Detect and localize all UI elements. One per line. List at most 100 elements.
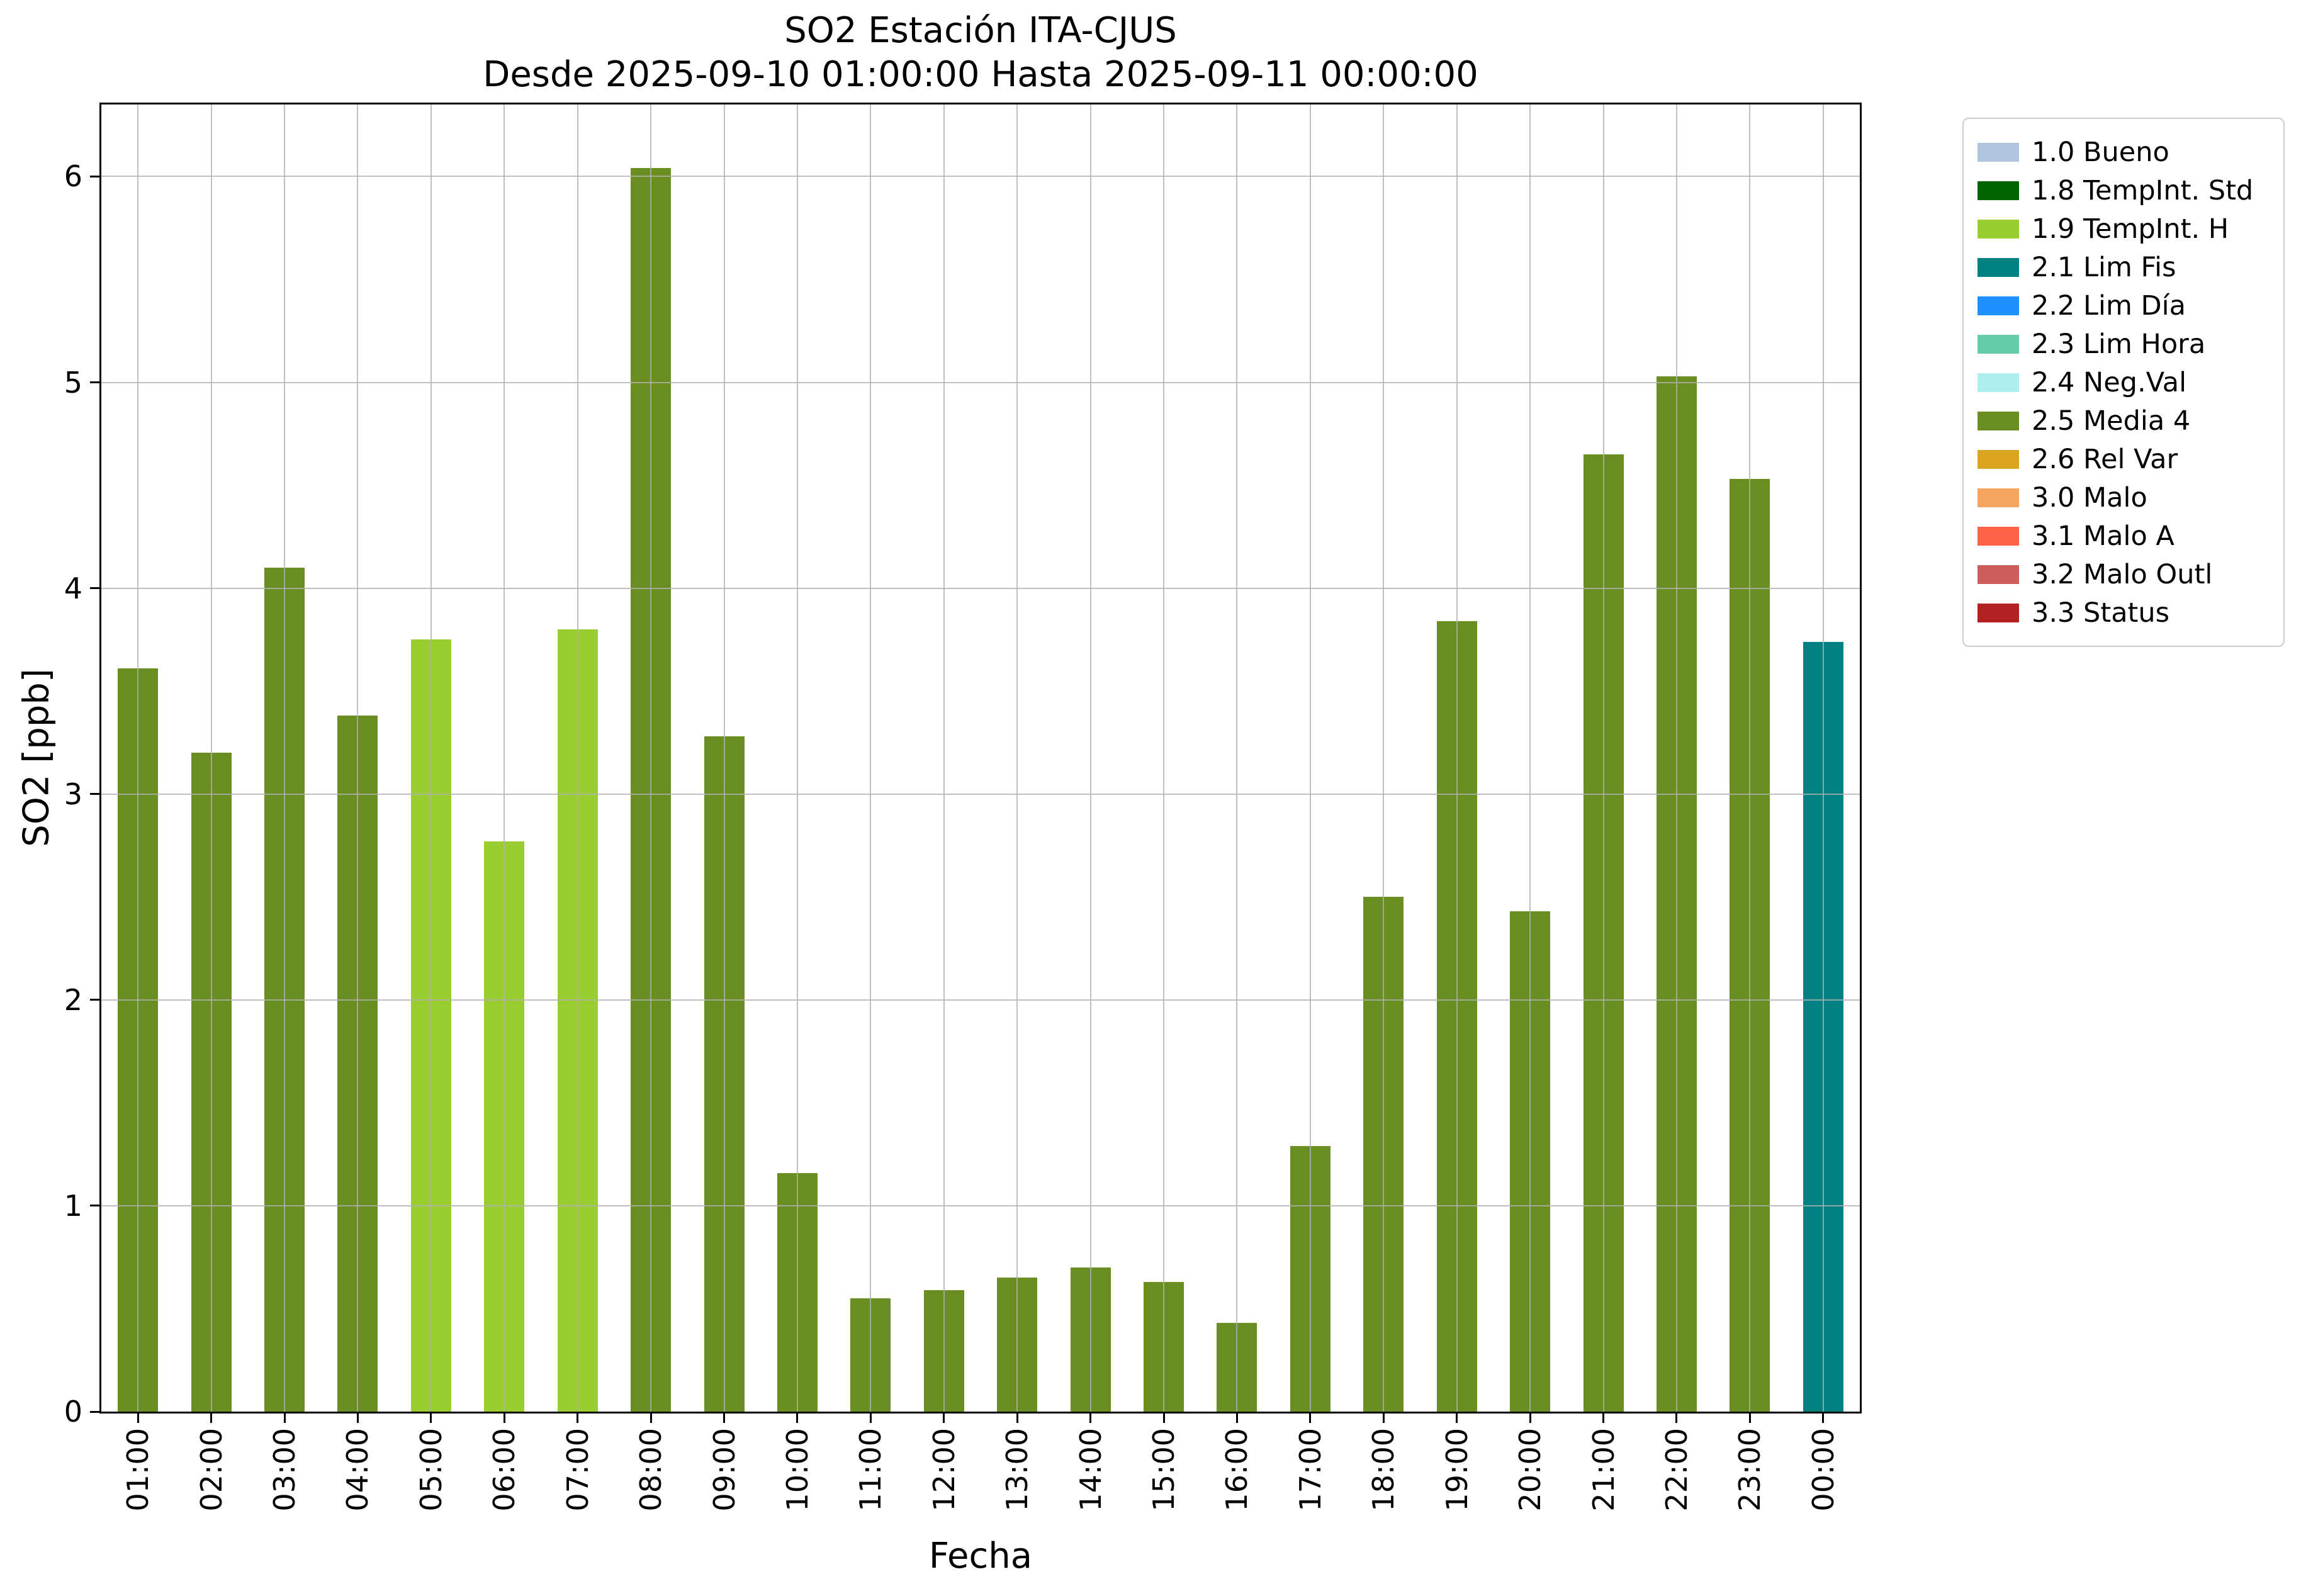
x-tick-mark xyxy=(1675,1413,1678,1423)
legend-item: 3.3 Status xyxy=(1978,593,2270,632)
v-gridline xyxy=(870,104,872,1412)
v-gridline xyxy=(1163,104,1165,1412)
legend-item: 2.2 Lim Día xyxy=(1978,286,2270,325)
legend-item: 3.2 Malo Outl xyxy=(1978,555,2270,593)
x-tick-mark xyxy=(1016,1413,1018,1423)
legend-color-swatch xyxy=(1978,373,2019,392)
legend-item-label: 1.9 TempInt. H xyxy=(2032,213,2229,245)
legend-item: 2.5 Media 4 xyxy=(1978,402,2270,440)
x-tick-mark xyxy=(1235,1413,1238,1423)
y-tick-mark xyxy=(90,793,99,795)
y-tick-label: 4 xyxy=(64,571,82,605)
x-tick-label: 01:00 xyxy=(121,1428,155,1512)
x-tick-mark xyxy=(210,1413,213,1423)
v-gridline xyxy=(577,104,578,1412)
legend-item-label: 2.6 Rel Var xyxy=(2032,443,2178,475)
legend-item-label: 2.4 Neg.Val xyxy=(2032,366,2187,398)
v-gridline xyxy=(1456,104,1458,1412)
x-tick-label: 03:00 xyxy=(267,1428,302,1512)
y-tick-mark xyxy=(90,999,99,1001)
x-tick-mark xyxy=(869,1413,872,1423)
legend-item-label: 3.2 Malo Outl xyxy=(2032,558,2213,590)
chart-title: SO2 Estación ITA-CJUS xyxy=(784,10,1177,51)
legend-color-swatch xyxy=(1978,296,2019,315)
v-gridline xyxy=(137,104,139,1412)
v-gridline xyxy=(504,104,505,1412)
x-tick-mark xyxy=(356,1413,359,1423)
x-tick-label: 08:00 xyxy=(634,1428,668,1512)
x-tick-label: 16:00 xyxy=(1220,1428,1254,1512)
plot-area: 0 1 2 3 4 5 6 01:00 02:00 03:00 04:00 05:00 06:00 07:… xyxy=(64,103,1862,1512)
y-tick-mark xyxy=(90,381,99,384)
legend-item: 2.3 Lim Hora xyxy=(1978,325,2270,363)
v-gridline xyxy=(1236,104,1238,1412)
x-tick-mark xyxy=(943,1413,945,1423)
x-tick-label: 17:00 xyxy=(1293,1428,1327,1512)
x-tick-mark xyxy=(650,1413,652,1423)
v-gridline xyxy=(943,104,945,1412)
legend-color-swatch xyxy=(1978,411,2019,430)
x-axis-label: Fecha xyxy=(928,1536,1033,1576)
legend-item-label: 2.5 Media 4 xyxy=(2032,405,2191,437)
v-gridline xyxy=(1822,104,1824,1412)
legend-item-label: 2.3 Lim Hora xyxy=(2032,328,2206,360)
x-tick-mark xyxy=(1456,1413,1458,1423)
legend-item-label: 1.8 TempInt. Std xyxy=(2032,174,2254,206)
x-tick-mark xyxy=(1529,1413,1531,1423)
x-tick-mark xyxy=(430,1413,432,1423)
legend-color-swatch xyxy=(1978,603,2019,622)
legend-color-swatch xyxy=(1978,181,2019,200)
legend-item-label: 2.1 Lim Fis xyxy=(2032,251,2176,283)
x-tick-label: 04:00 xyxy=(340,1428,375,1512)
h-gridline xyxy=(101,176,1860,177)
x-tick-mark xyxy=(577,1413,579,1423)
legend-color-swatch xyxy=(1978,142,2019,162)
x-tick-mark xyxy=(283,1413,286,1423)
x-tick-label: 06:00 xyxy=(487,1428,522,1512)
v-gridline xyxy=(1675,104,1677,1412)
v-gridline xyxy=(723,104,725,1412)
x-tick-label: 00:00 xyxy=(1806,1428,1840,1512)
legend-color-swatch xyxy=(1978,334,2019,354)
legend-item-label: 2.2 Lim Día xyxy=(2032,289,2186,322)
x-tick-mark xyxy=(796,1413,799,1423)
legend-color-swatch xyxy=(1978,488,2019,507)
x-tick-mark xyxy=(1382,1413,1385,1423)
x-tick-mark xyxy=(1089,1413,1092,1423)
x-tick-mark xyxy=(503,1413,505,1423)
x-tick-label: 13:00 xyxy=(1000,1428,1035,1512)
v-gridline xyxy=(1016,104,1018,1412)
legend-color-swatch xyxy=(1978,449,2019,469)
legend-item-label: 3.3 Status xyxy=(2032,597,2170,629)
h-gridline xyxy=(101,793,1860,795)
x-tick-label: 02:00 xyxy=(194,1428,228,1512)
x-tick-mark xyxy=(137,1413,139,1423)
y-tick-label: 2 xyxy=(64,982,82,1017)
legend-item: 1.0 Bueno xyxy=(1978,133,2270,171)
y-tick-label: 1 xyxy=(64,1188,82,1223)
legend-item: 1.8 TempInt. Std xyxy=(1978,171,2270,210)
v-gridline xyxy=(1383,104,1385,1412)
chart-title-block: SO2 Estación ITA-CJUS Desde 2025-09-10 0… xyxy=(99,9,1862,97)
h-gridline xyxy=(101,381,1860,383)
x-tick-label: 05:00 xyxy=(414,1428,448,1512)
h-gridline xyxy=(101,587,1860,589)
y-tick-mark xyxy=(90,175,99,177)
x-tick-label: 14:00 xyxy=(1073,1428,1108,1512)
x-tick-label: 10:00 xyxy=(780,1428,814,1512)
chart-subtitle: Desde 2025-09-10 01:00:00 Hasta 2025-09-… xyxy=(483,54,1478,95)
v-gridline xyxy=(650,104,652,1412)
v-gridline xyxy=(284,104,286,1412)
x-tick-mark xyxy=(1748,1413,1751,1423)
v-gridline xyxy=(1529,104,1531,1412)
x-tick-label: 07:00 xyxy=(560,1428,595,1512)
x-tick-label: 20:00 xyxy=(1513,1428,1548,1512)
legend-item-label: 3.0 Malo xyxy=(2032,481,2147,514)
x-tick-label: 12:00 xyxy=(926,1428,961,1512)
y-axis-label: SO2 [ppb] xyxy=(16,668,57,847)
v-gridline xyxy=(1089,104,1091,1412)
legend-color-swatch xyxy=(1978,565,2019,584)
y-tick-label: 0 xyxy=(64,1395,82,1429)
legend-item: 2.4 Neg.Val xyxy=(1978,363,2270,402)
legend-item: 2.6 Rel Var xyxy=(1978,440,2270,478)
